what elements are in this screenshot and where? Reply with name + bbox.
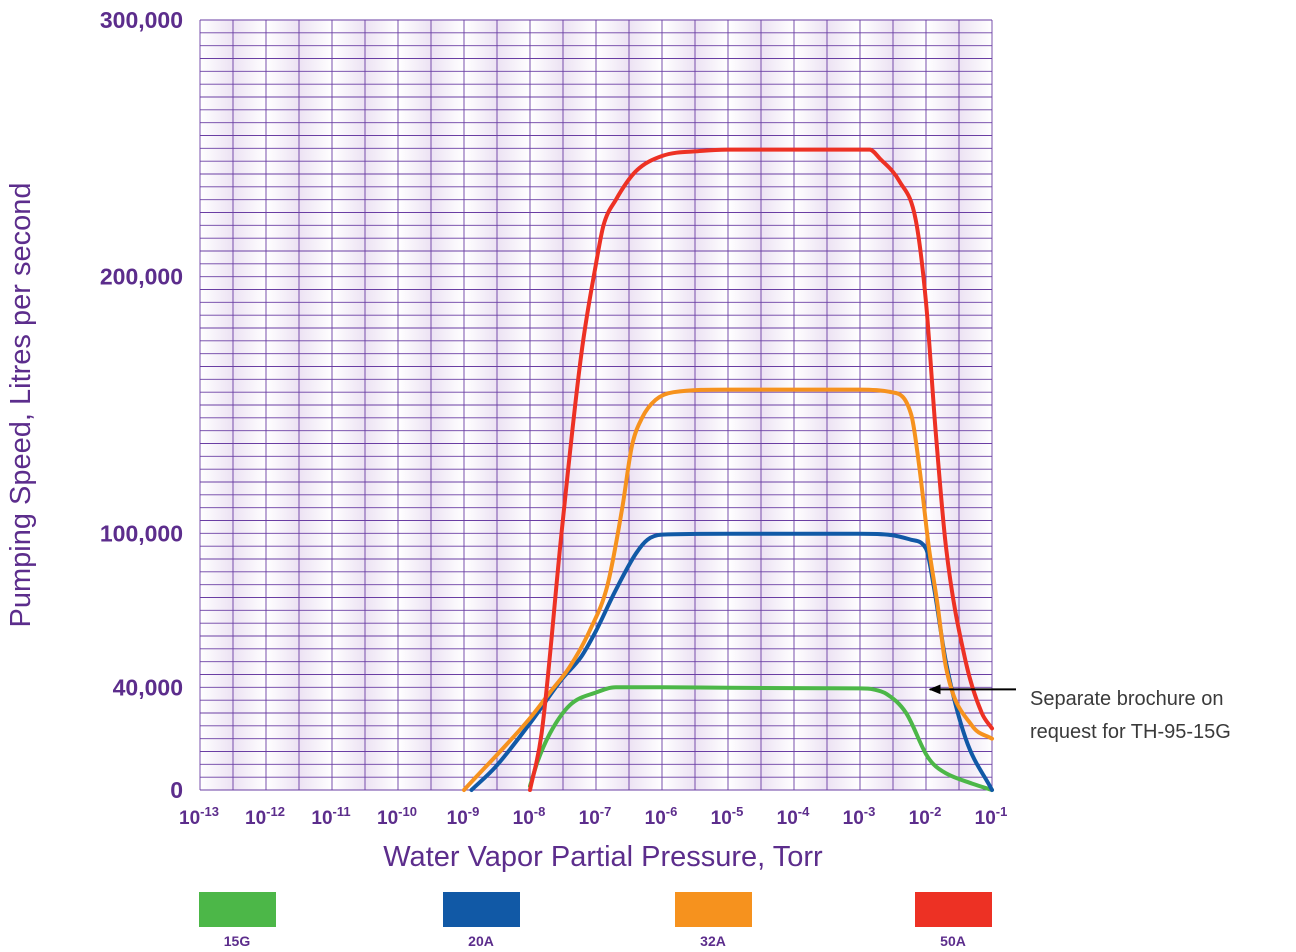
grid bbox=[199, 19, 993, 791]
x-tick-label: 10-12 bbox=[245, 804, 285, 829]
y-tick-label: 0 bbox=[170, 777, 183, 803]
x-tick-label: 10-5 bbox=[711, 804, 744, 829]
x-tick-label: 10-10 bbox=[377, 804, 417, 829]
y-tick-label: 200,000 bbox=[100, 264, 183, 290]
legend-swatch-32a bbox=[675, 892, 752, 927]
x-tick-label: 10-13 bbox=[179, 804, 219, 829]
series-layer bbox=[462, 147, 994, 792]
x-tick-label: 10-8 bbox=[513, 804, 546, 829]
x-tick-label: 10-6 bbox=[645, 804, 678, 829]
legend-swatch-50a bbox=[915, 892, 992, 927]
y-tick-label: 300,000 bbox=[100, 7, 183, 33]
legend-label-15g: 15G bbox=[224, 933, 251, 949]
x-axis-ticks: 10-13 10-12 10-11 10-10 10-9 10-8 10-7 10-6 10-5… bbox=[179, 804, 1007, 829]
legend-label-20a: 20A bbox=[468, 933, 494, 949]
series-line-50a bbox=[528, 147, 994, 792]
annotation-line-1: Separate brochure on bbox=[1030, 688, 1223, 710]
y-axis-title: Pumping Speed, Litres per second bbox=[5, 183, 37, 628]
legend-label-50a: 50A bbox=[940, 933, 966, 949]
x-tick-label: 10-9 bbox=[447, 804, 480, 829]
x-tick-label: 10-4 bbox=[777, 804, 810, 829]
y-axis-ticks: 0 40,000 100,000 200,000 300,000 bbox=[100, 7, 183, 803]
x-tick-label: 10-7 bbox=[579, 804, 612, 829]
y-tick-label: 40,000 bbox=[113, 674, 183, 700]
legend-swatch-20a bbox=[443, 892, 520, 927]
y-tick-label: 100,000 bbox=[100, 520, 183, 546]
annotation-line-2: request for TH-95-15G bbox=[1030, 721, 1231, 743]
x-tick-label: 10-11 bbox=[311, 804, 350, 829]
legend-label-32a: 32A bbox=[700, 933, 726, 949]
legend-swatch-15g bbox=[199, 892, 276, 927]
series-line-32a bbox=[462, 387, 994, 792]
x-axis-title: Water Vapor Partial Pressure, Torr bbox=[383, 841, 823, 873]
annotation: Separate brochure on request for TH-95-1… bbox=[928, 684, 1231, 743]
x-tick-label: 10-3 bbox=[843, 804, 876, 829]
series-line-15g bbox=[528, 685, 994, 792]
x-tick-label: 10-2 bbox=[909, 804, 942, 829]
legend: 15G 20A 32A 50A bbox=[199, 892, 992, 949]
x-tick-label: 10-1 bbox=[975, 804, 1008, 829]
